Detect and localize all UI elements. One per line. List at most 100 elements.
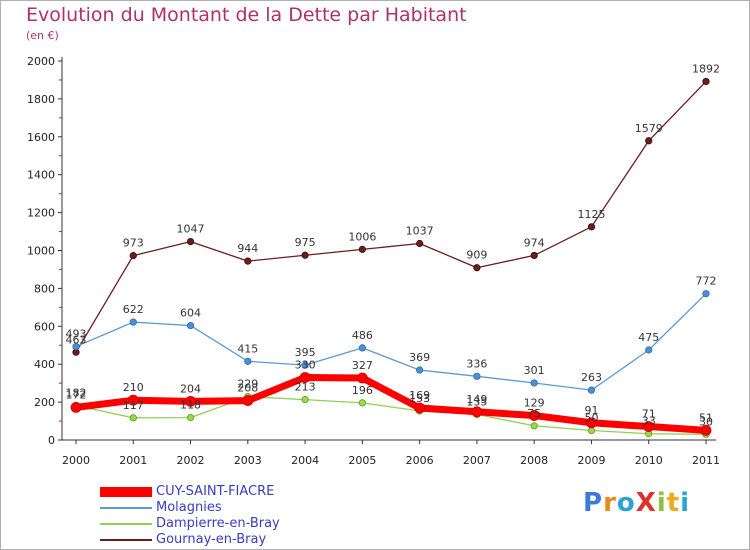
x-tick-label: 2008 xyxy=(520,454,548,467)
logo-letter: i xyxy=(656,488,667,518)
data-label: 182 xyxy=(66,387,87,400)
data-label: 75 xyxy=(527,407,541,420)
y-tick-label: 0 xyxy=(48,434,55,447)
data-label: 415 xyxy=(237,342,258,355)
data-label: 395 xyxy=(295,346,316,359)
data-point xyxy=(586,417,597,429)
data-point xyxy=(299,372,311,383)
data-point xyxy=(702,77,710,86)
data-label: 263 xyxy=(581,371,602,384)
data-label: 213 xyxy=(295,381,316,394)
y-tick-label: 800 xyxy=(34,282,55,295)
data-point xyxy=(358,245,366,253)
legend-swatch xyxy=(100,539,152,541)
x-tick-label: 2001 xyxy=(119,454,147,467)
data-point xyxy=(700,424,712,436)
data-label: 1047 xyxy=(177,223,205,236)
legend-label: Dampierre-en-Bray xyxy=(156,516,280,531)
y-tick-label: 1000 xyxy=(27,245,55,258)
x-tick-label: 2011 xyxy=(692,454,720,467)
data-label: 772 xyxy=(696,275,717,288)
data-point xyxy=(530,422,538,430)
data-label: 301 xyxy=(524,364,545,377)
x-tick-label: 2006 xyxy=(406,454,434,467)
data-point xyxy=(186,414,195,422)
legend-item: Gournay-en-Bray xyxy=(100,532,280,548)
logo-letter: t xyxy=(666,488,681,518)
data-point xyxy=(185,395,196,407)
data-label: 135 xyxy=(466,395,487,408)
data-label: 974 xyxy=(524,236,545,249)
data-point xyxy=(587,386,596,394)
data-point xyxy=(587,223,596,231)
data-label: 1006 xyxy=(348,230,376,243)
data-label: 475 xyxy=(638,331,659,344)
y-tick-label: 1800 xyxy=(27,93,55,106)
data-point xyxy=(645,346,653,354)
data-label: 51 xyxy=(699,411,713,424)
legend-label: CUY-SAINT-FIACRE xyxy=(156,484,275,499)
data-label: 336 xyxy=(466,357,487,370)
data-label: 1125 xyxy=(577,208,605,221)
y-tick-label: 2000 xyxy=(27,55,55,68)
data-point xyxy=(127,394,139,406)
data-label: 369 xyxy=(409,351,430,364)
data-point xyxy=(414,402,426,414)
data-label: 1579 xyxy=(635,122,663,135)
logo-letter: r xyxy=(603,488,617,518)
data-point xyxy=(530,251,538,260)
data-point xyxy=(702,290,710,298)
data-point xyxy=(645,137,653,145)
data-label: 975 xyxy=(295,236,316,249)
data-point xyxy=(356,372,368,384)
chart-title: Evolution du Montant de la Dette par Hab… xyxy=(26,4,467,26)
data-label: 169 xyxy=(409,389,430,402)
data-label: 71 xyxy=(642,408,656,421)
legend-swatch xyxy=(100,523,152,525)
legend-item: Molagnies xyxy=(100,500,280,516)
data-label: 208 xyxy=(237,382,258,395)
logo-letter: o xyxy=(616,488,636,518)
data-point xyxy=(643,421,655,432)
series-line-dampierre-en-bray xyxy=(75,395,707,435)
data-point xyxy=(186,321,195,330)
data-point xyxy=(416,366,424,374)
y-tick-label: 200 xyxy=(34,396,55,409)
x-tick-label: 2002 xyxy=(177,454,205,467)
data-point xyxy=(244,257,252,265)
data-point xyxy=(301,361,309,369)
data-point xyxy=(358,344,366,352)
data-point xyxy=(244,357,252,365)
x-tick-label: 2003 xyxy=(234,454,262,467)
logo-letter: i xyxy=(680,488,691,518)
data-point xyxy=(358,399,366,407)
x-tick-label: 2000 xyxy=(62,454,90,467)
legend: CUY-SAINT-FIACRE Molagnies Dampierre-en-Br… xyxy=(100,484,280,548)
data-label: 622 xyxy=(123,303,144,316)
data-point xyxy=(416,239,424,248)
data-label: 204 xyxy=(180,382,201,395)
legend-item: CUY-SAINT-FIACRE xyxy=(100,484,280,500)
data-point xyxy=(471,406,483,418)
logo-letter: P xyxy=(583,488,604,518)
series-line-cuy-saint-fiacre xyxy=(75,373,707,434)
data-point xyxy=(129,318,137,326)
data-point xyxy=(530,379,538,387)
data-label: 30 xyxy=(699,415,713,428)
data-point xyxy=(301,251,309,259)
data-label: 229 xyxy=(237,378,258,391)
data-point xyxy=(528,410,540,421)
chart-subtitle: (en €) xyxy=(26,29,59,42)
logo-letter: X xyxy=(635,488,657,518)
data-label: 50 xyxy=(584,412,598,425)
y-tick-label: 600 xyxy=(34,320,55,333)
data-label: 944 xyxy=(237,242,258,255)
x-tick-label: 2007 xyxy=(463,454,491,467)
data-label: 118 xyxy=(180,399,201,412)
data-label: 493 xyxy=(66,328,87,341)
data-point xyxy=(70,402,82,413)
data-point xyxy=(186,237,195,246)
series-line-molagnies xyxy=(75,293,707,391)
data-label: 91 xyxy=(584,404,598,417)
